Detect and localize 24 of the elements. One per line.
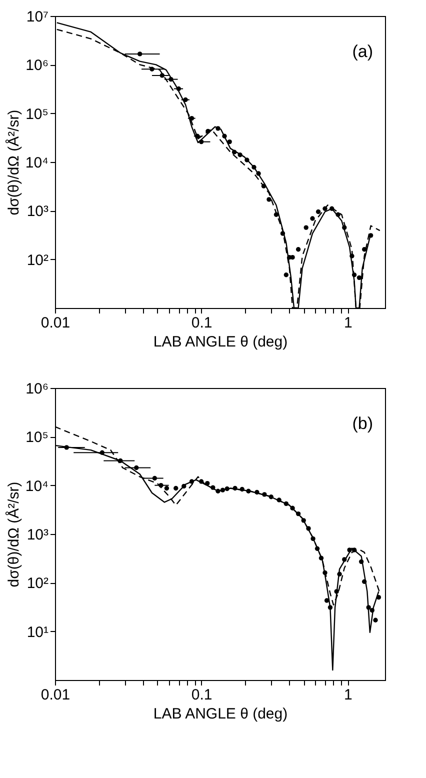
x-tick-label: 0.1 (191, 314, 212, 332)
x-tick-label: 0.01 (40, 314, 70, 332)
y-tick-label: 10³ (26, 203, 48, 220)
y-tick-label: 10² (26, 252, 48, 269)
y-tick-label: 10⁶ (26, 57, 48, 74)
y-tick-label: 10⁴ (25, 478, 48, 495)
y-tick-label: 10⁶ (26, 380, 48, 398)
y-tick-label: 10¹ (26, 624, 48, 641)
x-axis-title: LAB ANGLE θ (deg) (153, 334, 288, 350)
annotation: (b) (352, 414, 373, 433)
x-axis-title: LAB ANGLE θ (deg) (153, 706, 288, 722)
y-tick-label: 10⁷ (26, 8, 48, 26)
y-tick-label: 10⁵ (26, 429, 48, 446)
annotation: (a) (352, 42, 373, 61)
y-tick-label: 10⁴ (25, 154, 48, 172)
y-axis-title: dσ(θ)/dΩ (Å²/sr) (4, 110, 22, 216)
x-tick-label: 0.1 (191, 686, 212, 704)
x-tick-label: 1 (344, 686, 352, 704)
y-tick-label: 10⁵ (26, 106, 48, 123)
y-axis-title: dσ(θ)/dΩ (Å²/sr) (4, 482, 22, 588)
y-tick-label: 10² (26, 575, 48, 592)
x-tick-label: 1 (344, 314, 352, 332)
x-tick-label: 0.01 (40, 686, 70, 704)
y-tick-label: 10³ (26, 526, 48, 544)
